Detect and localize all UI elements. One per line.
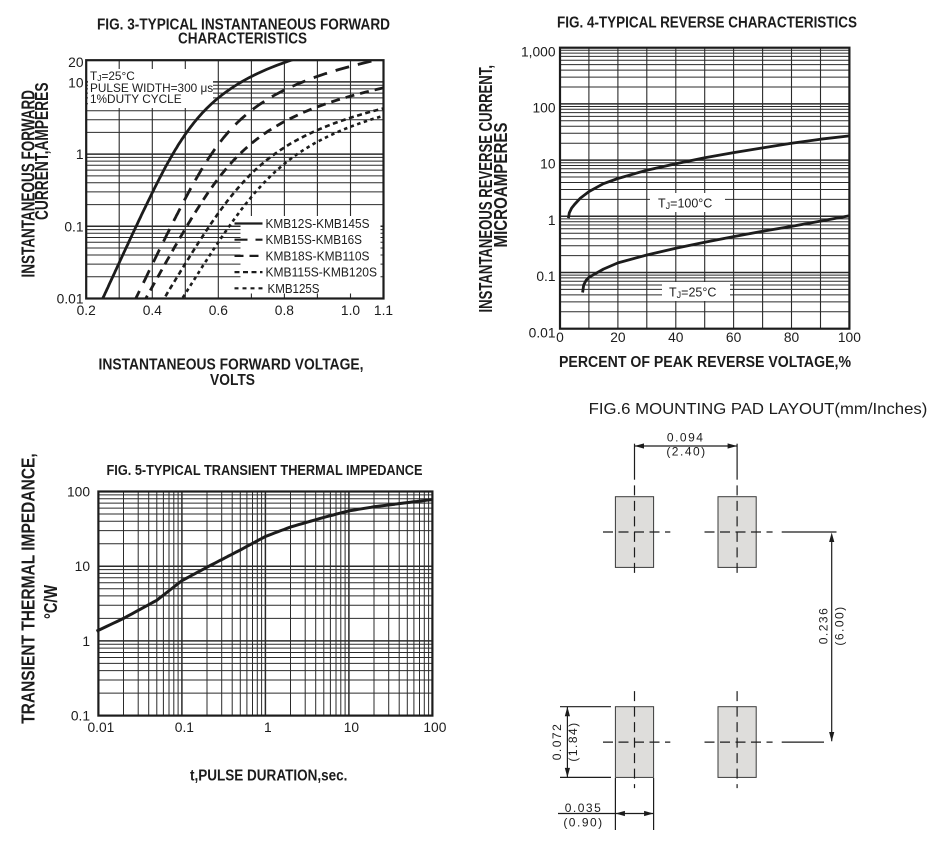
svg-text:100: 100 bbox=[532, 101, 555, 116]
svg-text:FIG. 4-TYPICAL REVERSE CHARACT: FIG. 4-TYPICAL REVERSE CHARACTERISTICS bbox=[557, 15, 857, 32]
svg-text:KMB125S: KMB125S bbox=[268, 281, 320, 296]
svg-text:CURRENT,AMPERES: CURRENT,AMPERES bbox=[32, 83, 52, 221]
svg-text:0.01: 0.01 bbox=[57, 292, 84, 307]
svg-text:100: 100 bbox=[838, 330, 861, 345]
svg-text:10: 10 bbox=[344, 720, 360, 735]
svg-text:0: 0 bbox=[556, 330, 564, 345]
svg-text:KMB18S-KMB110S: KMB18S-KMB110S bbox=[266, 248, 370, 263]
svg-text:1,000: 1,000 bbox=[521, 44, 556, 59]
svg-text:INSTANTANEOUS FORWARD: INSTANTANEOUS FORWARD bbox=[19, 90, 39, 278]
svg-text:0.094: 0.094 bbox=[667, 431, 705, 445]
svg-text:1: 1 bbox=[548, 213, 556, 228]
svg-text:FIG. 5-TYPICAL TRANSIENT THERM: FIG. 5-TYPICAL TRANSIENT THERMAL IMPEDAN… bbox=[107, 463, 423, 479]
svg-text:(2.40): (2.40) bbox=[666, 445, 706, 459]
svg-text:20: 20 bbox=[68, 55, 84, 70]
svg-text:0.1: 0.1 bbox=[536, 269, 555, 284]
svg-text:0.4: 0.4 bbox=[143, 303, 163, 318]
svg-text:1: 1 bbox=[264, 720, 272, 735]
svg-text:VOLTS: VOLTS bbox=[210, 372, 255, 389]
svg-text:KMB15S-KMB16S: KMB15S-KMB16S bbox=[266, 232, 363, 247]
svg-text:INSTANTANEOUS REVERSE CURRENT,: INSTANTANEOUS REVERSE CURRENT, bbox=[476, 65, 496, 313]
svg-text:40: 40 bbox=[668, 330, 684, 345]
svg-text:1: 1 bbox=[76, 147, 84, 162]
svg-text:100: 100 bbox=[423, 720, 446, 735]
svg-text:10: 10 bbox=[540, 157, 556, 172]
svg-text:(6.00): (6.00) bbox=[833, 605, 847, 645]
svg-text:PULSE WIDTH=300 μs: PULSE WIDTH=300 μs bbox=[90, 81, 213, 95]
svg-text:100: 100 bbox=[67, 485, 90, 500]
svg-text:0.6: 0.6 bbox=[209, 303, 229, 318]
svg-text:0.072: 0.072 bbox=[550, 723, 564, 761]
svg-text:(0.90): (0.90) bbox=[563, 816, 603, 830]
svg-text:0.035: 0.035 bbox=[565, 801, 603, 815]
svg-text:MICROAMPERES: MICROAMPERES bbox=[491, 123, 511, 248]
svg-text:°C/W: °C/W bbox=[41, 585, 61, 619]
svg-text:PERCENT OF PEAK REVERSE VOLTAG: PERCENT OF PEAK REVERSE VOLTAGE,% bbox=[559, 354, 851, 371]
svg-text:TJ=25°C: TJ=25°C bbox=[669, 286, 716, 301]
svg-text:TRANSIENT THERMAL IMPEDANCE,: TRANSIENT THERMAL IMPEDANCE, bbox=[19, 453, 39, 724]
svg-text:10: 10 bbox=[75, 559, 91, 574]
svg-text:1.1: 1.1 bbox=[374, 303, 393, 318]
svg-text:TJ=25°C: TJ=25°C bbox=[90, 69, 135, 83]
svg-text:60: 60 bbox=[726, 330, 742, 345]
svg-text:(1.84): (1.84) bbox=[566, 721, 580, 761]
svg-text:1: 1 bbox=[82, 634, 90, 649]
svg-text:0.1: 0.1 bbox=[64, 219, 83, 234]
svg-text:0.2: 0.2 bbox=[77, 303, 96, 318]
svg-text:t,PULSE DURATION,sec.: t,PULSE DURATION,sec. bbox=[190, 768, 348, 785]
svg-text:0.1: 0.1 bbox=[71, 709, 90, 724]
svg-text:FIG.6 MOUNTING PAD LAYOUT(mm/I: FIG.6 MOUNTING PAD LAYOUT(mm/Inches) bbox=[589, 401, 928, 418]
svg-text:1.0: 1.0 bbox=[341, 303, 361, 318]
svg-text:0.8: 0.8 bbox=[275, 303, 295, 318]
svg-text:TJ=100°C: TJ=100°C bbox=[658, 197, 712, 212]
svg-text:80: 80 bbox=[784, 330, 800, 345]
svg-text:0.1: 0.1 bbox=[175, 720, 194, 735]
svg-text:20: 20 bbox=[610, 330, 626, 345]
svg-text:0.236: 0.236 bbox=[817, 607, 831, 645]
svg-text:INSTANTANEOUS FORWARD VOLTAGE,: INSTANTANEOUS FORWARD VOLTAGE, bbox=[99, 357, 364, 374]
svg-text:0.01: 0.01 bbox=[87, 720, 114, 735]
svg-text:1%DUTY CYCLE: 1%DUTY CYCLE bbox=[90, 92, 182, 106]
svg-text:CHARACTERISTICS: CHARACTERISTICS bbox=[178, 31, 307, 48]
svg-text:KMB115S-KMB120S: KMB115S-KMB120S bbox=[266, 265, 378, 280]
svg-text:KMB12S-KMB145S: KMB12S-KMB145S bbox=[266, 216, 370, 231]
svg-text:10: 10 bbox=[68, 76, 84, 91]
svg-text:0.01: 0.01 bbox=[529, 325, 556, 340]
svg-text:FIG. 3-TYPICAL INSTANTANEOUS F: FIG. 3-TYPICAL INSTANTANEOUS FORWARD bbox=[97, 17, 390, 34]
